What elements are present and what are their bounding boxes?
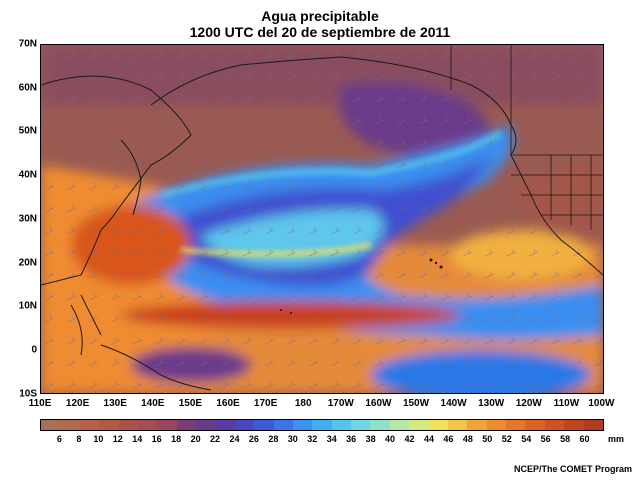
colorbar-segment [428, 420, 448, 430]
lat-label-10s: 10S [19, 388, 37, 400]
colorbar-label: 26 [248, 434, 259, 444]
lon-label-110w: 110W [553, 398, 580, 409]
map-canvas [41, 45, 603, 393]
colorbar-segment [176, 420, 196, 430]
colorbar-segment [118, 420, 138, 430]
lon-label-100w: 100W [588, 398, 615, 409]
colorbar-label: 20 [190, 434, 201, 444]
colorbar-label: 48 [462, 434, 473, 444]
colorbar-label: 40 [385, 434, 396, 444]
colorbar-label: 18 [171, 434, 182, 444]
lat-label-30n: 30N [18, 213, 37, 225]
colorbar-segment [137, 420, 158, 430]
lon-label-160e: 160E [216, 398, 240, 409]
lon-label-160w: 160W [365, 398, 392, 409]
colorbar-segment [292, 420, 313, 430]
colorbar-label: 32 [307, 434, 318, 444]
lon-label-140w: 140W [440, 398, 467, 409]
colorbar-segment [234, 420, 255, 430]
lon-label-120e: 120E [65, 398, 90, 409]
colorbar-units: mm [608, 434, 625, 444]
lon-label-140e: 140E [141, 398, 165, 409]
colorbar-label: 36 [346, 434, 357, 444]
lat-label-20n: 20N [18, 257, 37, 269]
lon-label-110e: 110E [28, 398, 52, 409]
colorbar-label: 58 [560, 434, 571, 444]
colorbar-segment [583, 420, 603, 430]
political-boundaries [450, 45, 603, 230]
colorbar-segment [99, 420, 119, 430]
lat-label-70n: 70N [18, 38, 37, 50]
precipitable-water-map [40, 44, 604, 394]
colorbar-segment [196, 420, 216, 430]
colorbar-segment [564, 420, 584, 430]
colorbar-label: 28 [268, 434, 279, 444]
colorbar-segment [544, 420, 565, 430]
colorbar-segment [447, 420, 468, 430]
lat-label-60n: 60N [18, 82, 37, 94]
lon-label-170e: 170E [253, 398, 278, 409]
title-line-1: Agua precipitable [261, 8, 379, 24]
colorbar-segment [370, 420, 390, 430]
colorbar-segment [525, 420, 545, 430]
colorbar-segment [254, 420, 274, 430]
lat-label-0: 0 [31, 344, 37, 356]
colorbar-segment [409, 420, 429, 430]
colorbar-segment [331, 420, 351, 430]
credit-text: NCEP/The COMET Program [513, 464, 632, 474]
map-title: Agua precipitable 1200 UTC del 20 de sep… [0, 8, 640, 40]
colorbar-segment [60, 420, 80, 430]
colorbar-label: 56 [540, 434, 551, 444]
lon-label-130e: 130E [103, 398, 127, 409]
lon-label-150w: 150W [402, 398, 430, 409]
colorbar-label: 22 [210, 434, 221, 444]
colorbar-label: 24 [229, 434, 240, 444]
colorbar-segment [312, 420, 332, 430]
colorbar-label: 14 [132, 434, 143, 444]
colorbar-label: 34 [326, 434, 337, 444]
colorbar-label: 38 [365, 434, 376, 444]
lat-label-40n: 40N [18, 169, 37, 181]
colorbar-label: 52 [501, 434, 512, 444]
lon-label-120w: 120W [515, 398, 542, 409]
colorbar-segment [273, 420, 293, 430]
colorbar-segment [79, 420, 100, 430]
colorbar-segment [389, 420, 410, 430]
colorbar-label: 54 [521, 434, 532, 444]
lon-label-170w: 170W [327, 398, 354, 409]
colorbar-label: 44 [423, 434, 434, 444]
colorbar-segment [215, 420, 235, 430]
lon-label-130w: 130W [478, 398, 505, 409]
colorbar-label: 12 [112, 434, 123, 444]
lon-label-180: 180 [294, 398, 312, 409]
title-line-2: 1200 UTC del 20 de septiembre de 2011 [189, 24, 451, 40]
colorbar-label: 16 [151, 434, 162, 444]
lat-label-50n: 50N [18, 125, 37, 137]
colorbar-label: 6 [56, 434, 62, 444]
islands [280, 258, 443, 314]
colorbar-label: 46 [443, 434, 454, 444]
colorbar-label: 42 [404, 434, 415, 444]
colorbar [40, 419, 604, 431]
colorbar-label: 50 [482, 434, 493, 444]
colorbar-segment [351, 420, 371, 430]
colorbar-segment [486, 420, 506, 430]
colorbar-label: 8 [76, 434, 82, 444]
colorbar-segment [506, 420, 526, 430]
colorbar-label: 60 [579, 434, 590, 444]
wind-barbs [41, 45, 603, 393]
lon-label-150e: 150E [178, 398, 203, 409]
colorbar-segment [41, 420, 61, 430]
colorbar-segment [467, 420, 487, 430]
colorbar-segment [157, 420, 177, 430]
colorbar-label: 10 [93, 434, 104, 444]
colorbar-label: 30 [287, 434, 298, 444]
lat-label-10n: 10N [18, 300, 37, 312]
